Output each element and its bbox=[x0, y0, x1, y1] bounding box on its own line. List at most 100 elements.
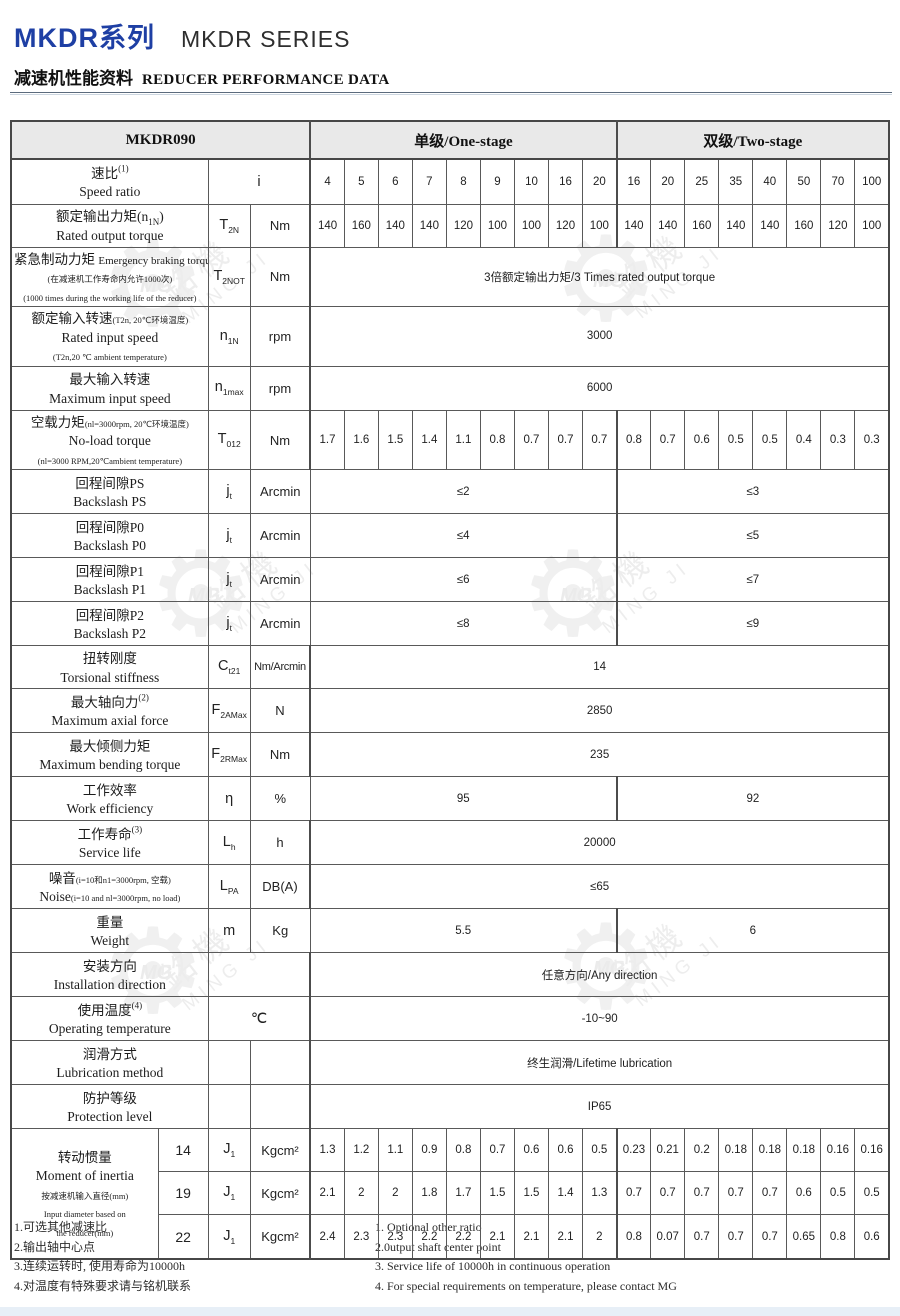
value-cell: 140 bbox=[411, 203, 447, 248]
label-text: Maximum bending torque bbox=[39, 757, 181, 773]
performance-table: MKDR090 单级/One-stage 双级/Two-stage 速比(1) Spee… bbox=[10, 120, 890, 1260]
label-text: Backslash P2 bbox=[73, 626, 147, 642]
installation-direction-row: 安装方向 Installation direction 任意方向/Any direc… bbox=[10, 952, 890, 998]
label-text: Moment of inertia bbox=[35, 1168, 134, 1184]
label-text: 空载力矩 bbox=[30, 414, 85, 430]
footnote-line: 4.对温度有特殊要求请与铭机联系 bbox=[14, 1278, 192, 1293]
unit-cell: Nm bbox=[249, 246, 311, 308]
label-text: (4) bbox=[131, 1000, 143, 1011]
label-text: Installation direction bbox=[53, 977, 166, 993]
unit-cell: % bbox=[249, 776, 311, 822]
value-cell: 235 bbox=[309, 732, 890, 778]
label-cell: 额定输入转速(T2n, 20℃环境温度) Rated input speed (T2… bbox=[10, 306, 209, 367]
value-cell: IP65 bbox=[309, 1084, 890, 1130]
value-cell: 1.1 bbox=[377, 1128, 413, 1173]
label-text: (T2n,20 ℃ ambient temperature) bbox=[52, 352, 167, 363]
label-text: 工作寿命 bbox=[77, 826, 132, 842]
value-cell: 1.7 bbox=[309, 409, 345, 471]
value-cell: 20000 bbox=[309, 820, 890, 866]
value-cell: 2.1 bbox=[513, 1214, 549, 1260]
inertia-19-row: 19 J1 Kgcm² 2.1 2 2 1.8 1.7 1.5 1.5 1.4 1.3 0.7 0.7 0.… bbox=[11, 1171, 890, 1216]
label-text: 回程间隙P1 bbox=[75, 563, 144, 579]
section-title-en: REDUCER PERFORMANCE DATA bbox=[142, 72, 390, 88]
value-cell: 2850 bbox=[309, 688, 890, 734]
value-cell: 0.7 bbox=[718, 1214, 754, 1260]
backlash-ps-row: 回程间隙PS Backslash PS jt Arcmin ≤2 ≤3 bbox=[10, 469, 890, 515]
label-text: 最大输入转速 bbox=[69, 372, 151, 388]
value-cell: 0.18 bbox=[752, 1128, 788, 1173]
label-text: (3) bbox=[131, 824, 143, 835]
value-cell: 0.7 bbox=[684, 1214, 720, 1260]
value-cell: 6 bbox=[377, 158, 413, 205]
label-text: Work efficiency bbox=[66, 801, 154, 817]
value-cell: 0.6 bbox=[684, 409, 720, 471]
value-cell: 140 bbox=[615, 203, 652, 248]
value-cell: 0.5 bbox=[718, 409, 754, 471]
rated-output-torque-row: 额定输出力矩(n1N) Rated output torque T2N Nm 140 16… bbox=[10, 203, 890, 248]
footnote-line: 3.连续运转时, 使用寿命为10000h bbox=[14, 1259, 186, 1273]
label-cell: 回程间隙PS Backslash PS bbox=[10, 469, 209, 515]
value-cell: 0.18 bbox=[718, 1128, 754, 1173]
value-cell: 2.1 bbox=[309, 1171, 345, 1216]
label-cell: 回程间隙P1 Backslash P1 bbox=[10, 557, 209, 603]
symbol-cell: T012 bbox=[207, 409, 251, 471]
value-cell: 4 bbox=[309, 158, 345, 205]
label-text: ) bbox=[159, 209, 164, 225]
work-efficiency-row: 工作效率 Work efficiency η% 95 92 bbox=[10, 776, 890, 822]
value-cell: 14 bbox=[309, 645, 890, 690]
inertia-22-row: 22 J1 Kgcm² 2.4 2.3 2.3 2.2 2.2 2.1 2.1 2.1 2 0.8 0.0… bbox=[11, 1214, 890, 1260]
label-text: the reducer(mm) bbox=[56, 1227, 114, 1238]
value-cell: 0.7 bbox=[752, 1214, 788, 1260]
label-cell: 扭转刚度 Torsional stiffness bbox=[10, 645, 209, 690]
value-cell: 0.7 bbox=[684, 1171, 720, 1216]
value-cell: 0.16 bbox=[854, 1128, 890, 1173]
value-cell: 2 bbox=[377, 1171, 413, 1216]
label-text: (nl=3000 RPM,20℃ambient temperature) bbox=[37, 455, 183, 466]
value-cell: 0.7 bbox=[582, 409, 618, 471]
symbol-cell: J1 bbox=[207, 1128, 251, 1173]
torsional-stiffness-row: 扭转刚度 Torsional stiffness Ct21 Nm/Arcmin 14 bbox=[10, 645, 890, 690]
value-cell: 1.7 bbox=[445, 1171, 481, 1216]
value-cell: 35 bbox=[718, 158, 754, 205]
unit-cell bbox=[249, 1084, 311, 1130]
value-cell: 100 bbox=[854, 203, 890, 248]
value-cell: 0.21 bbox=[650, 1128, 686, 1173]
label-text: 紧急制动力矩 bbox=[14, 251, 99, 267]
value-cell: 16 bbox=[615, 158, 652, 205]
label-text: 速比 bbox=[91, 165, 119, 181]
value-cell: 2 bbox=[582, 1214, 618, 1260]
value-cell: 0.5 bbox=[854, 1171, 890, 1216]
symbol-cell: i bbox=[207, 158, 311, 205]
label-cell: 润滑方式 Lubrication method bbox=[10, 1040, 209, 1086]
symbol-cell: jt bbox=[207, 601, 251, 647]
diameter-cell: 19 bbox=[157, 1171, 209, 1216]
label-cell: 转动惯量 Moment of inertia 按减速机输入直径(mm) Input d… bbox=[10, 1128, 159, 1260]
label-text: Torsional stiffness bbox=[60, 669, 160, 685]
value-cell: 0.8 bbox=[479, 409, 515, 471]
label-text: Service life bbox=[78, 845, 141, 861]
value-cell: 100 bbox=[854, 158, 890, 205]
label-text: 使用温度 bbox=[77, 1002, 132, 1018]
value-cell: 1.8 bbox=[411, 1171, 447, 1216]
value-cell: 2 bbox=[343, 1171, 379, 1216]
unit-cell: DB(A) bbox=[249, 864, 311, 910]
label-text: No-load torque bbox=[68, 433, 151, 449]
label-text: 防护等级 bbox=[82, 1090, 137, 1106]
label-text: Rated input speed bbox=[61, 329, 159, 345]
label-cell: 重量 Weight bbox=[10, 908, 209, 954]
label-text: 回程间隙P0 bbox=[75, 519, 144, 535]
label-text: 安装方向 bbox=[82, 958, 137, 974]
value-cell: 95 bbox=[309, 776, 618, 822]
noise-row: 噪音(i=10和n1=3000rpm, 空载) Noise(i=10 and nl… bbox=[10, 864, 890, 910]
label-cell: 工作效率 Work efficiency bbox=[10, 776, 209, 822]
label-cell: 工作寿命(3) Service life bbox=[10, 820, 209, 866]
symbol-cell: η bbox=[207, 776, 251, 822]
label-text: Backslash P0 bbox=[73, 538, 147, 554]
value-cell: 0.7 bbox=[615, 1171, 652, 1216]
label-text: 额定输入转速 bbox=[31, 311, 113, 327]
page-footer-strip bbox=[0, 1307, 900, 1316]
value-cell: 160 bbox=[684, 203, 720, 248]
value-cell: 0.7 bbox=[513, 409, 549, 471]
value-cell: 2.1 bbox=[547, 1214, 584, 1260]
value-cell: ≤9 bbox=[615, 601, 890, 647]
